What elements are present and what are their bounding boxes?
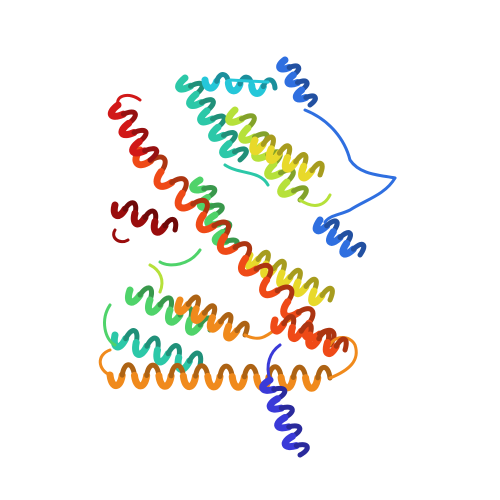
helix-orange-bottom-turn [302, 374, 322, 392]
helix-yellow-mid-turn [292, 278, 310, 298]
helix-orange-bottom-turn [228, 373, 248, 391]
helix-darkred-left-turn [110, 201, 129, 220]
helix-blue-right-turn [326, 228, 344, 246]
helix-darkred-left-turn [130, 209, 149, 228]
helix-orange-bottom-turn [204, 372, 224, 391]
helix-orange-mid-turn [190, 305, 208, 324]
helix-orange-mid-turn [223, 322, 241, 342]
helix-red-long-turn [174, 189, 197, 212]
coil-orange-left [98, 348, 112, 377]
helix-redorange-right-turn [322, 339, 340, 357]
coil-teal-center [223, 163, 270, 187]
coil-blue-loop [323, 176, 397, 224]
coil-cyan-top [228, 78, 270, 84]
helix-blue-top-turn [303, 93, 318, 108]
helix-lime-center-turn [264, 160, 284, 180]
helix-darkred-left-turn [162, 216, 179, 233]
helix-red-left-upper-turn [118, 119, 138, 139]
helix-orange-mid-turn [206, 314, 225, 333]
helix-teal-upper-turn [219, 140, 238, 159]
helix-lime-center-turn [291, 185, 309, 203]
coil-red-top [116, 93, 142, 107]
helix-redorange-right-turn [287, 324, 305, 342]
helix-orange-bottom-turn [277, 373, 297, 392]
coil-green-inner [158, 248, 202, 267]
helix-yellow-right-turn [249, 136, 267, 156]
helix-teal-upper-turn [175, 74, 194, 93]
helix-red-left-upper-turn [129, 138, 149, 157]
helix-orange-bottom-turn [155, 372, 175, 390]
coil-darkred-tail [112, 228, 130, 244]
helix-nterm-turn [293, 442, 310, 458]
helix-orange-bottom-turn [130, 371, 151, 390]
helix-orange-bottom-turn [179, 372, 200, 391]
helix-red-long-turn [153, 168, 176, 190]
helix-lime-center-turn [225, 106, 245, 126]
helix-teal-lower-turn [132, 339, 151, 358]
helix-teal-lower-turn [110, 331, 130, 351]
helix-orange-mid-turn [234, 320, 250, 338]
helix-teal-upper-turn [232, 146, 249, 163]
helix-nterm-turn [274, 414, 293, 432]
helix-redorange-right-turn [333, 336, 349, 353]
helix-redorange-right-turn [305, 331, 323, 350]
coil-blue-upper [303, 108, 397, 180]
helix-red-left-upper-turn [142, 146, 160, 163]
helix-teal-upper-turn [197, 107, 216, 126]
helix-red-long-turn [238, 254, 260, 277]
helix-teal-lower-turn [153, 346, 172, 366]
helix-lime-center-turn [277, 178, 297, 198]
helix-yellow-right-turn [265, 145, 283, 164]
helix-green-left-turn [124, 286, 144, 306]
coil-orange-right [328, 336, 358, 380]
helix-red-long-turn [216, 233, 239, 255]
helix-yellow-right-turn [281, 154, 300, 173]
helix-red-left-upper-turn [107, 101, 127, 120]
helix-red-long-turn [259, 276, 281, 299]
helix-blue-right-turn [350, 241, 367, 258]
helix-orange-mid-turn [174, 296, 192, 316]
helix-orange-bottom-turn [106, 371, 126, 390]
helix-green-left-turn [184, 316, 204, 336]
helix-blue-right-turn [312, 216, 331, 235]
helix-redorange-right-turn [270, 316, 288, 335]
helix-red-long-turn [195, 211, 218, 234]
helix-darkred-left-turn [150, 218, 169, 236]
helix-yellow-right-turn [309, 160, 325, 178]
helix-teal-lower-turn [186, 350, 204, 368]
coil-nterm [266, 343, 282, 382]
helix-green-left-turn [144, 296, 164, 316]
helix-teal-upper-turn [186, 90, 205, 109]
helix-yellow-mid-turn [319, 285, 335, 303]
helix-red-long-turn [280, 298, 302, 320]
helix-green-left-turn [164, 306, 184, 326]
helix-nterm-turn [266, 395, 285, 413]
helix-orange-bottom-turn [315, 364, 333, 381]
helix-yellow-mid-turn [276, 269, 294, 289]
coil-lime-small [148, 263, 164, 294]
helix-blue-right-turn [339, 239, 357, 258]
helix-yellow-right-turn [298, 162, 316, 182]
helix-teal-upper-turn [208, 123, 227, 142]
coil-green-left [103, 303, 117, 347]
coil-lime-right [298, 193, 332, 207]
helix-nterm-turn [281, 432, 300, 450]
helix-nterm-turn [259, 376, 278, 394]
helix-yellow-mid-turn [308, 287, 326, 307]
helix-lime-center-turn [238, 124, 258, 144]
helix-green-center-turn [189, 176, 208, 194]
helix-cyan-top-turn [260, 77, 278, 91]
